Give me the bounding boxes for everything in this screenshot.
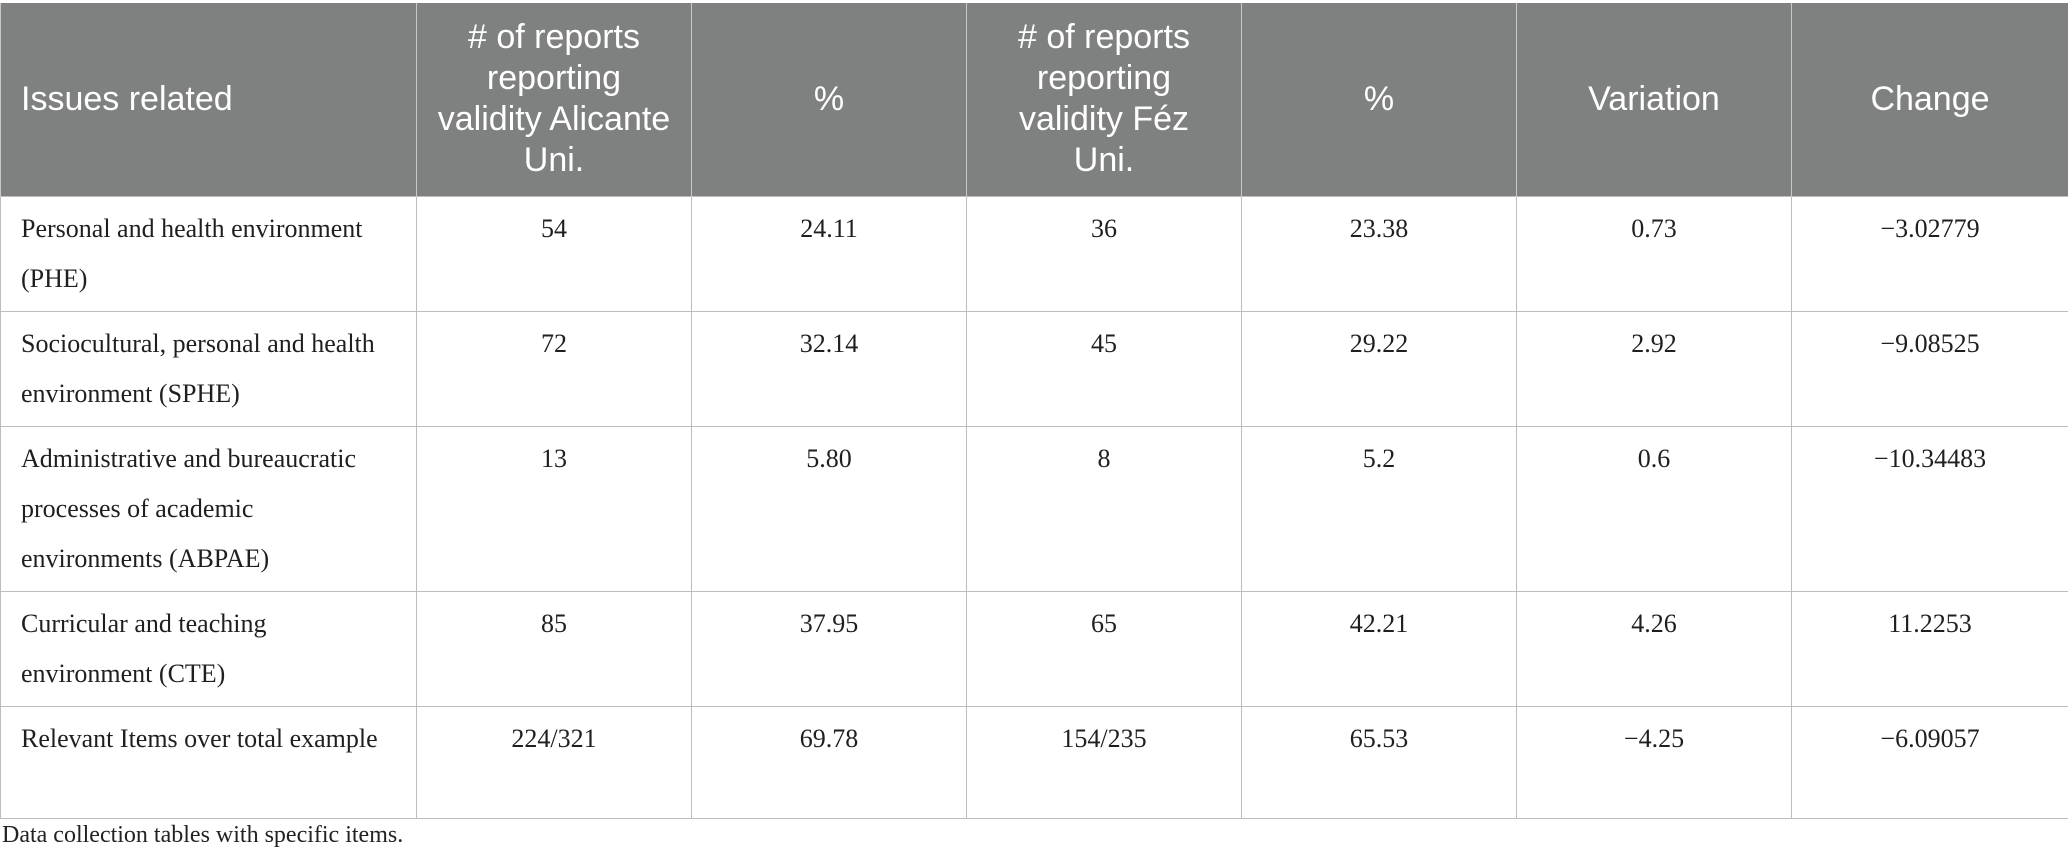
- cell-change: 11.2253: [1791, 590, 2068, 707]
- cell-reports-fez: 36: [966, 195, 1242, 312]
- cell-issue: Relevant Items over total example: [0, 705, 417, 819]
- cell-change: −9.08525: [1791, 310, 2068, 427]
- cell-percent-alicante: 5.80: [691, 425, 967, 592]
- header-reports-alicante: # of reports reporting validity Alicante…: [416, 3, 692, 196]
- cell-reports-fez: 8: [966, 425, 1242, 592]
- table-row: Sociocultural, personal and health envir…: [0, 310, 2068, 427]
- cell-percent-alicante: 32.14: [691, 310, 967, 427]
- cell-variation: 4.26: [1516, 590, 1792, 707]
- cell-percent-alicante: 37.95: [691, 590, 967, 707]
- cell-percent-fez: 5.2: [1241, 425, 1517, 592]
- cell-percent-alicante: 24.11: [691, 195, 967, 312]
- cell-percent-fez: 42.21: [1241, 590, 1517, 707]
- header-row: Issues related # of reports reporting va…: [0, 3, 2068, 196]
- cell-percent-fez: 65.53: [1241, 705, 1517, 819]
- cell-reports-alicante: 72: [416, 310, 692, 427]
- cell-percent-fez: 29.22: [1241, 310, 1517, 427]
- table-row: Personal and health environment (PHE) 54…: [0, 195, 2068, 312]
- header-percent-fez: %: [1241, 3, 1517, 196]
- cell-percent-alicante: 69.78: [691, 705, 967, 819]
- cell-variation: −4.25: [1516, 705, 1792, 819]
- cell-issue: Administrative and bureaucratic processe…: [0, 425, 417, 592]
- table-row: Administrative and bureaucratic processe…: [0, 425, 2068, 592]
- cell-percent-fez: 23.38: [1241, 195, 1517, 312]
- cell-change: −6.09057: [1791, 705, 2068, 819]
- cell-issue: Personal and health environment (PHE): [0, 195, 417, 312]
- table-row: Relevant Items over total example 224/32…: [0, 705, 2068, 819]
- header-reports-fez: # of reports reporting validity Féz Uni.: [966, 3, 1242, 196]
- table-caption: Data collection tables with specific ite…: [2, 822, 404, 848]
- cell-issue: Sociocultural, personal and health envir…: [0, 310, 417, 427]
- table-header: Issues related # of reports reporting va…: [0, 3, 2068, 196]
- cell-reports-alicante: 13: [416, 425, 692, 592]
- cell-variation: 2.92: [1516, 310, 1792, 427]
- cell-issue: Curricular and teaching environment (CTE…: [0, 590, 417, 707]
- data-table: Issues related # of reports reporting va…: [0, 3, 2068, 819]
- cell-reports-alicante: 85: [416, 590, 692, 707]
- cell-reports-fez: 45: [966, 310, 1242, 427]
- header-issues-related: Issues related: [0, 3, 417, 196]
- data-table-container: Issues related # of reports reporting va…: [0, 3, 2068, 819]
- cell-reports-alicante: 224/321: [416, 705, 692, 819]
- table-body: Personal and health environment (PHE) 54…: [0, 195, 2068, 819]
- cell-variation: 0.6: [1516, 425, 1792, 592]
- cell-variation: 0.73: [1516, 195, 1792, 312]
- header-variation: Variation: [1516, 3, 1792, 196]
- cell-reports-alicante: 54: [416, 195, 692, 312]
- cell-reports-fez: 154/235: [966, 705, 1242, 819]
- cell-change: −3.02779: [1791, 195, 2068, 312]
- table-row: Curricular and teaching environment (CTE…: [0, 590, 2068, 707]
- cell-change: −10.34483: [1791, 425, 2068, 592]
- header-percent-alicante: %: [691, 3, 967, 196]
- header-change: Change: [1791, 3, 2068, 196]
- cell-reports-fez: 65: [966, 590, 1242, 707]
